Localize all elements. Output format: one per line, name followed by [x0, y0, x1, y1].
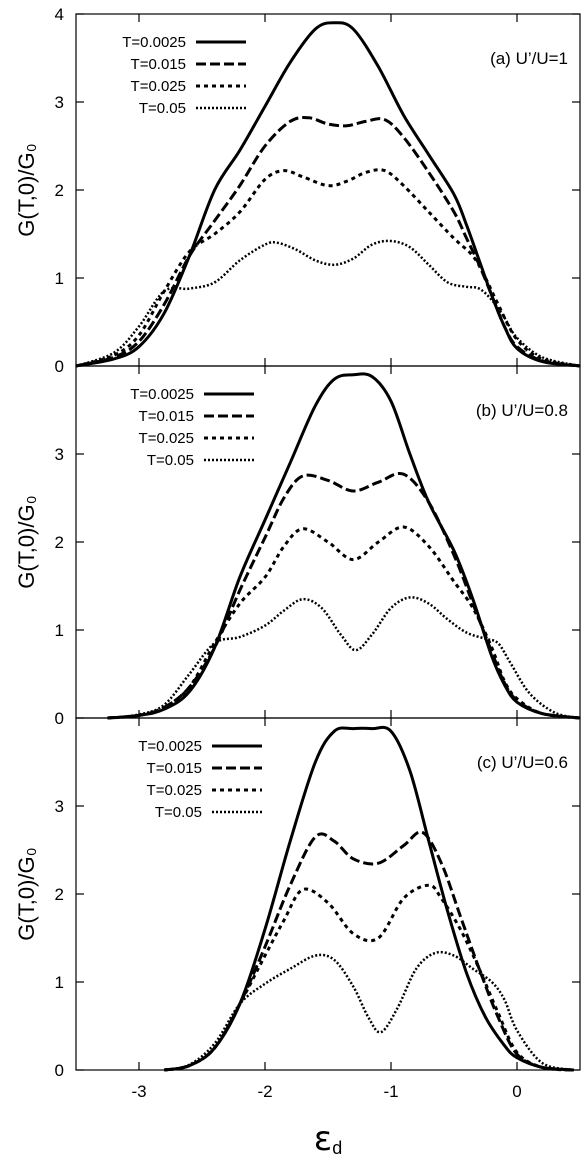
series-line: [107, 596, 581, 720]
panel-2: 0123G(T,0)/G₀T=0.0025T=0.015T=0.025T=0.0…: [14, 365, 581, 728]
legend-label: T=0.015: [139, 408, 194, 425]
x-tick-label: -1: [383, 1082, 398, 1101]
legend-label: T=0.025: [139, 430, 194, 447]
y-tick-label: 1: [55, 269, 64, 288]
legend-label: T=0.0025: [130, 386, 194, 403]
x-tick-label: -3: [131, 1082, 146, 1101]
series-line: [107, 372, 581, 720]
series-line: [163, 883, 574, 1072]
legend-label: T=0.025: [147, 782, 202, 799]
y-tick-label: 1: [55, 621, 64, 640]
panel-label: (b) U’/U=0.8: [476, 401, 568, 420]
y-tick-label: 4: [55, 5, 64, 24]
series-line: [75, 239, 581, 368]
y-axis-label: G(T,0)/G₀: [14, 143, 39, 236]
panel-label: (c) U’/U=0.6: [477, 753, 568, 772]
x-tick-label: -2: [257, 1082, 272, 1101]
legend-label: T=0.025: [131, 78, 186, 95]
y-tick-label: 3: [55, 797, 64, 816]
x-axis-label: εd: [314, 1119, 342, 1159]
series-line: [163, 950, 574, 1072]
legend-label: T=0.05: [155, 804, 202, 821]
series-line: [107, 525, 581, 720]
y-axis-label: G(T,0)/G₀: [14, 495, 39, 588]
panel-1: 01234G(T,0)/G₀T=0.0025T=0.015T=0.025T=0.…: [14, 5, 581, 376]
legend-label: T=0.015: [147, 760, 202, 777]
y-tick-label: 2: [55, 885, 64, 904]
series-line: [75, 116, 581, 368]
legend: T=0.0025 T=0.015 T=0.025 T=0.05: [122, 34, 246, 117]
legend-label: T=0.0025: [122, 34, 186, 51]
x-tick-label: 0: [512, 1082, 521, 1101]
y-tick-label: 0: [55, 1061, 64, 1080]
panel-label: (a) U’/U=1: [490, 49, 568, 68]
y-tick-label: 0: [55, 709, 64, 728]
legend-label: T=0.015: [131, 56, 186, 73]
series-line: [107, 471, 581, 720]
series-line: [163, 725, 574, 1072]
y-tick-label: 0: [55, 357, 64, 376]
y-tick-label: 2: [55, 533, 64, 552]
series-line: [75, 168, 581, 368]
legend-label: T=0.0025: [138, 738, 202, 755]
legend: T=0.0025 T=0.015 T=0.025 T=0.05: [130, 386, 254, 469]
y-tick-label: 3: [55, 93, 64, 112]
y-axis-label: G(T,0)/G₀: [14, 847, 39, 940]
y-tick-label: 1: [55, 973, 64, 992]
y-tick-label: 2: [55, 181, 64, 200]
legend-label: T=0.05: [139, 100, 186, 117]
legend-label: T=0.05: [147, 452, 194, 469]
legend: T=0.0025 T=0.015 T=0.025 T=0.05: [138, 738, 262, 821]
y-tick-label: 3: [55, 445, 64, 464]
